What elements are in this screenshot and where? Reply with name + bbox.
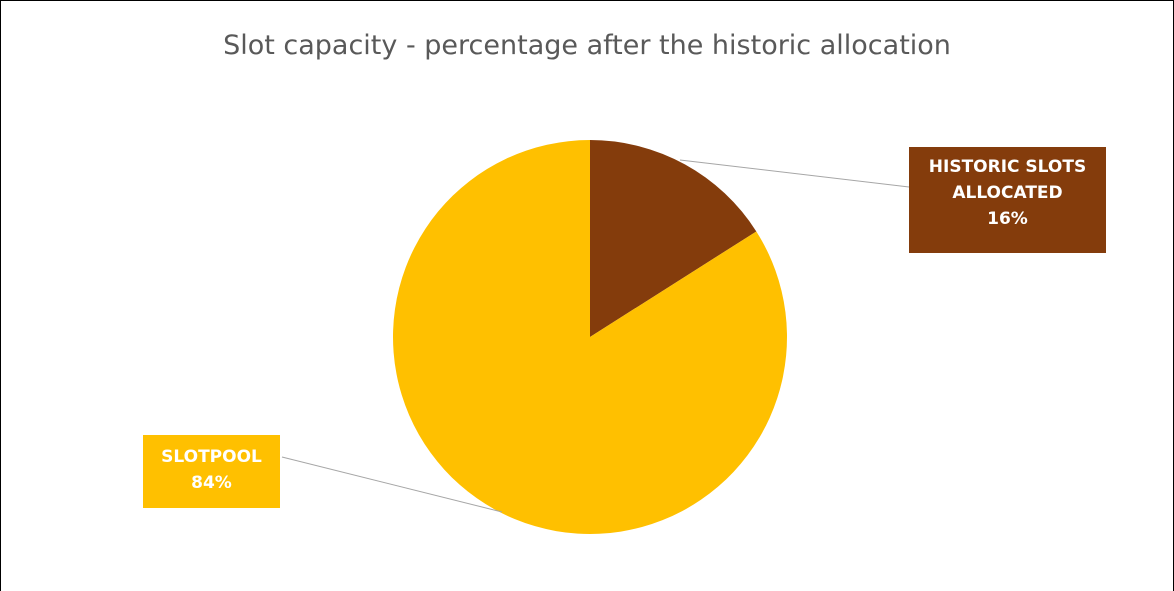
data-label-slotpool-percent: 84% — [191, 473, 232, 493]
pie-slice-slotpool — [392, 140, 787, 534]
data-label-slotpool-name: SLOTPOOL — [161, 447, 262, 467]
data-label-slotpool: SLOTPOOL 84% — [143, 435, 280, 508]
leader-line-historic-slots — [679, 159, 910, 188]
leader-line-slotpool — [281, 456, 503, 513]
data-label-historic-name: HISTORIC SLOTS ALLOCATED — [928, 157, 1087, 203]
data-label-historic-slots: HISTORIC SLOTS ALLOCATED 16% — [909, 147, 1106, 253]
pie-slice-historic-slots — [590, 140, 757, 337]
data-label-historic-percent: 16% — [987, 209, 1028, 229]
chart-title: Slot capacity - percentage after the his… — [223, 30, 951, 61]
